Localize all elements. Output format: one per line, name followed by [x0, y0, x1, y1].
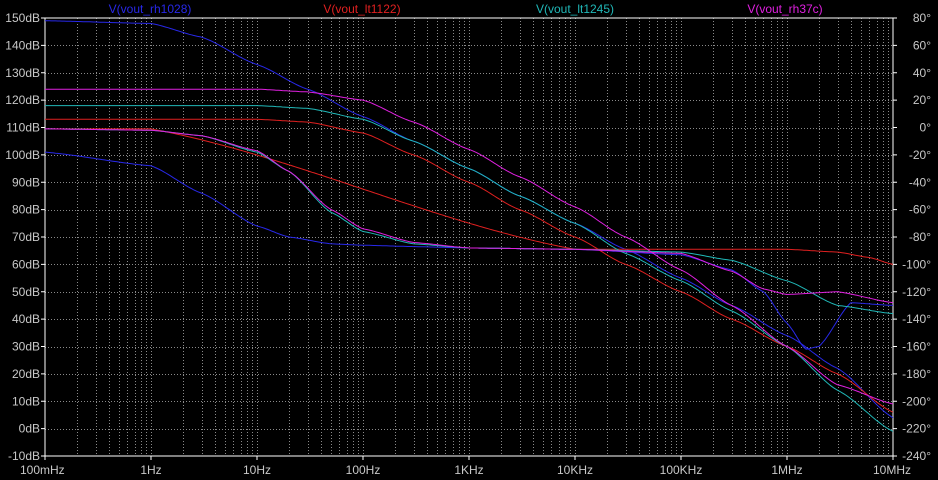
left-tick-label: 50dB: [12, 285, 40, 299]
legend: V(vout_rh1028) V(vout_lt1122) V(vout_lt124…: [109, 2, 823, 16]
trace-phase-1: [45, 128, 894, 265]
left-tick-label: 0dB: [19, 422, 40, 436]
left-tick-label: 140dB: [5, 38, 40, 52]
legend-entry: V(vout_rh37c): [747, 2, 822, 16]
x-tick-label: 100mHz: [20, 463, 65, 477]
left-tick-label: 70dB: [12, 230, 40, 244]
right-tick-label: -140°: [902, 312, 931, 326]
plot-grid: [45, 18, 893, 456]
right-tick-label: 0°: [920, 121, 932, 135]
right-tick-label: -40°: [909, 175, 931, 189]
left-tick-label: 20dB: [12, 367, 40, 381]
right-tick-label: 40°: [913, 66, 931, 80]
right-tick-label: 60°: [913, 38, 931, 52]
right-tick-label: -220°: [902, 422, 931, 436]
trace-magnitude-3: [45, 88, 894, 405]
left-tick-label: 60dB: [12, 257, 40, 271]
right-tick-label: -240°: [902, 449, 931, 463]
legend-entry: V(vout_lt1122): [323, 2, 400, 16]
right-tick-label: -160°: [902, 340, 931, 354]
left-tick-label: 100dB: [5, 148, 40, 162]
trace-magnitude-1: [45, 118, 894, 413]
x-tick-label: 10Hz: [243, 463, 271, 477]
left-tick-label: 40dB: [12, 312, 40, 326]
right-tick-label: -200°: [902, 394, 931, 408]
right-tick-label: -180°: [902, 367, 931, 381]
trace-magnitude-2: [45, 105, 894, 432]
right-tick-label: -120°: [902, 285, 931, 299]
legend-entry: V(vout_lt1245): [536, 2, 614, 16]
left-tick-label: 150dB: [5, 11, 40, 25]
right-tick-label: -100°: [902, 257, 931, 271]
left-axis-ticks: 150dB 140dB 130dB 120dB 110dB 100dB 90dB 80dB 70…: [5, 11, 45, 463]
x-tick-label: 1MHz: [771, 463, 802, 477]
left-tick-label: 110dB: [6, 121, 40, 135]
right-tick-label: -80°: [909, 230, 931, 244]
left-tick-label: 10dB: [12, 394, 40, 408]
traces: [44, 20, 894, 432]
x-tick-label: 1KHz: [454, 463, 483, 477]
right-axis-ticks: 80° 60° 40° 20° 0° -20° -40° -60° -80° -100° -120°…: [893, 11, 931, 463]
x-tick-label: 10MHz: [873, 463, 911, 477]
right-tick-label: -60°: [909, 203, 931, 217]
right-tick-label: 20°: [913, 93, 931, 107]
legend-entry: V(vout_rh1028): [109, 2, 192, 16]
x-tick-label: 10KHz: [557, 463, 593, 477]
left-tick-label: 80dB: [12, 203, 40, 217]
left-tick-label: 120dB: [5, 93, 40, 107]
left-tick-label: 30dB: [12, 340, 40, 354]
left-tick-label: 90dB: [12, 175, 40, 189]
left-tick-label: 130dB: [5, 66, 40, 80]
right-tick-label: 80°: [913, 11, 931, 25]
x-tick-label: 100Hz: [346, 463, 381, 477]
trace-phase-3: [45, 128, 894, 304]
x-axis-ticks: 100mHz 1Hz 10Hz 100Hz 1KHz 10KHz 100KHz 1MHz 10M…: [20, 456, 911, 477]
left-tick-label: -10dB: [8, 449, 40, 463]
x-tick-label: 1Hz: [140, 463, 161, 477]
right-tick-label: -20°: [909, 148, 931, 162]
x-tick-label: 100KHz: [660, 463, 703, 477]
